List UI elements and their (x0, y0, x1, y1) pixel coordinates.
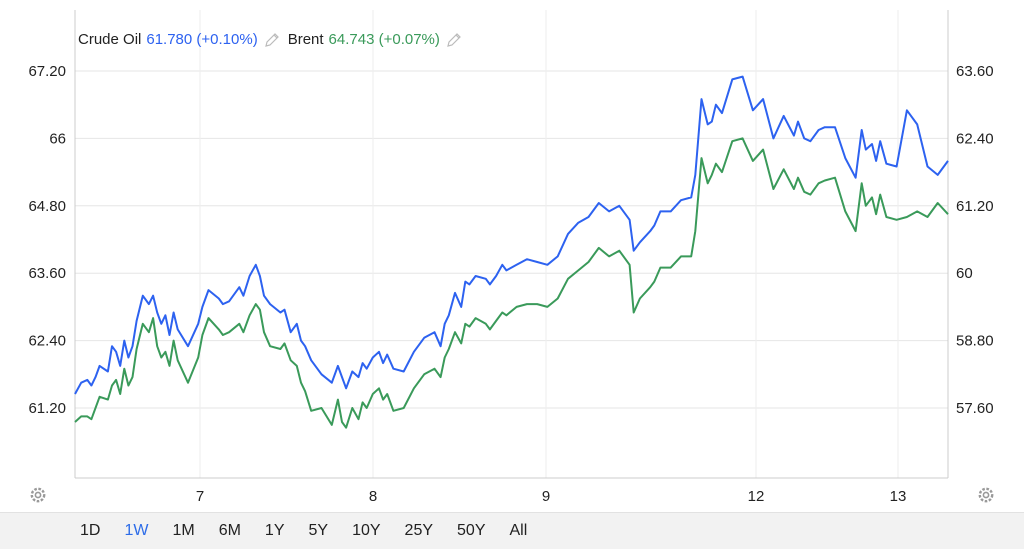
left-axis-tick-label: 62.40 (28, 333, 66, 350)
x-axis-tick-label: 13 (890, 488, 907, 505)
grid-lines (74, 10, 949, 479)
x-axis-tick-label: 9 (542, 488, 550, 505)
right-axis-tick-label: 60 (956, 265, 973, 282)
range-button-6m[interactable]: 6M (218, 522, 241, 539)
right-axis-tick-label: 62.40 (956, 130, 994, 147)
range-button-25y[interactable]: 25Y (404, 522, 434, 539)
left-axis-tick-label: 63.60 (28, 265, 66, 282)
legend-crude-oil-name: Crude Oil (78, 31, 142, 48)
price-chart: 61.20 62.40 63.60 64.80 66 67.20 57.60 58.80 60 6… (28, 10, 994, 505)
right-axis-tick-label: 63.60 (956, 63, 994, 80)
range-button-1m[interactable]: 1M (172, 522, 195, 539)
left-axis-tick-label: 61.20 (28, 400, 66, 417)
series-line-brent (74, 137, 949, 429)
series-lines (74, 75, 949, 429)
range-button-1w[interactable]: 1W (124, 522, 149, 539)
range-button-5y[interactable]: 5Y (308, 522, 329, 539)
x-axis-tick-label: 8 (369, 488, 377, 505)
x-axis-tick-label: 12 (748, 488, 765, 505)
time-range-selector: 1D 1W 1M 6M 1Y 5Y 10Y 25Y 50Y All (0, 512, 1024, 549)
range-button-50y[interactable]: 50Y (457, 522, 486, 539)
range-button-all[interactable]: All (509, 522, 528, 539)
range-button-10y[interactable]: 10Y (352, 522, 381, 539)
left-axis-tick-label: 64.80 (28, 198, 66, 215)
left-axis-tick-label: 66 (49, 130, 66, 147)
pencil-icon[interactable] (264, 32, 280, 48)
legend-brent[interactable]: Brent 64.743 (+0.07%) (288, 31, 462, 48)
legend-brent-value: 64.743 (+0.07%) (328, 31, 440, 48)
chart-legend: Crude Oil 61.780 (+0.10%) Brent 64.743 (… (78, 31, 470, 48)
right-axis-tick-label: 61.20 (956, 198, 994, 215)
range-button-1y[interactable]: 1Y (264, 522, 285, 539)
right-axis-tick-label: 58.80 (956, 333, 994, 350)
right-axis-tick-label: 57.60 (956, 400, 994, 417)
gear-icon[interactable] (28, 485, 48, 505)
x-axis-tick-label: 7 (196, 488, 204, 505)
gear-icon[interactable] (976, 485, 996, 505)
legend-crude-oil[interactable]: Crude Oil 61.780 (+0.10%) (78, 31, 280, 48)
left-axis-tick-label: 67.20 (28, 63, 66, 80)
legend-brent-name: Brent (287, 31, 324, 48)
range-button-1d[interactable]: 1D (80, 522, 101, 539)
axis-ticks: 61.20 62.40 63.60 64.80 66 67.20 57.60 58.80 60 6… (28, 63, 993, 505)
series-line-crude-oil (74, 75, 949, 395)
legend-crude-oil-value: 61.780 (+0.10%) (146, 31, 258, 48)
pencil-icon[interactable] (446, 32, 462, 48)
